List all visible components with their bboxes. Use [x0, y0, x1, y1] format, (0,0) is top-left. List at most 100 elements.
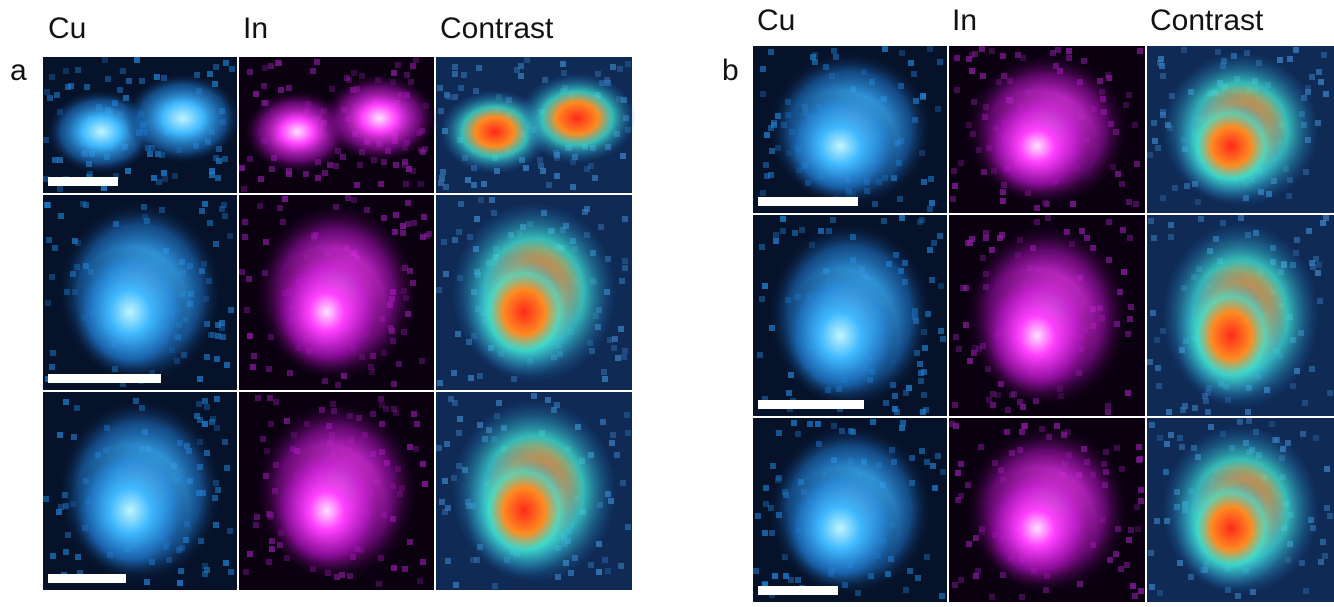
- pixel-noise: [242, 219, 248, 225]
- pixel-noise: [762, 283, 768, 289]
- pixel-noise: [918, 378, 924, 384]
- pixel-noise: [455, 331, 461, 337]
- pixel-noise: [760, 66, 766, 72]
- pixel-noise: [410, 63, 416, 69]
- pixel-noise: [329, 86, 335, 92]
- pixel-noise: [244, 307, 250, 313]
- pixel-noise: [239, 165, 245, 171]
- pixel-noise: [71, 434, 77, 440]
- pixel-noise: [882, 46, 888, 52]
- pixel-noise: [986, 397, 992, 403]
- pixel-noise: [1192, 405, 1198, 411]
- pixel-noise: [120, 68, 126, 74]
- pixel-noise: [216, 158, 222, 164]
- pixel-noise: [213, 241, 219, 247]
- pixel-noise: [1055, 47, 1061, 53]
- pixel-noise: [1034, 205, 1040, 211]
- scale-bar: [758, 586, 838, 595]
- signal-blob: [978, 467, 1096, 590]
- pixel-noise: [955, 470, 961, 476]
- pixel-noise: [908, 60, 914, 66]
- pixel-noise: [980, 73, 986, 79]
- pixel-noise: [927, 247, 933, 253]
- pixel-noise: [622, 258, 628, 264]
- pixel-noise: [43, 496, 49, 502]
- pixel-noise: [1316, 69, 1322, 75]
- pixel-noise: [953, 423, 959, 429]
- pixel-noise: [1134, 161, 1140, 167]
- pixel-noise: [391, 406, 397, 412]
- pixel-noise: [438, 180, 444, 186]
- pixel-noise: [1286, 193, 1292, 199]
- pixel-noise: [1269, 421, 1275, 427]
- pixel-noise: [952, 183, 958, 189]
- pixel-noise: [1158, 56, 1164, 62]
- pixel-noise: [268, 63, 274, 69]
- pixel-noise: [780, 216, 786, 222]
- pixel-noise: [770, 463, 776, 469]
- pixel-noise: [1327, 513, 1333, 519]
- column-header: Cu: [48, 12, 86, 45]
- pixel-noise: [1237, 419, 1243, 425]
- pixel-noise: [978, 444, 984, 450]
- pixel-noise: [492, 583, 498, 589]
- pixel-noise: [77, 570, 83, 576]
- pixel-noise: [584, 206, 590, 212]
- pixel-noise: [442, 478, 448, 484]
- pixel-noise: [117, 87, 123, 93]
- pixel-noise: [1157, 590, 1163, 596]
- pixel-noise: [1322, 553, 1328, 559]
- pixel-noise: [1034, 219, 1040, 225]
- pixel-noise: [151, 175, 157, 181]
- pixel-noise: [611, 345, 617, 351]
- pixel-noise: [596, 569, 602, 575]
- pixel-noise: [1163, 469, 1169, 475]
- pixel-noise: [458, 201, 464, 207]
- pixel-noise: [161, 170, 167, 176]
- pixel-noise: [952, 402, 958, 408]
- pixel-noise: [762, 530, 768, 536]
- pixel-noise: [43, 137, 49, 143]
- pixel-noise: [120, 381, 126, 387]
- scale-bar: [758, 197, 858, 206]
- pixel-noise: [260, 436, 266, 442]
- signal-blob: [124, 73, 241, 164]
- pixel-noise: [1309, 74, 1315, 80]
- pixel-noise: [622, 216, 628, 222]
- pixel-noise: [1137, 456, 1143, 462]
- pixel-noise: [278, 87, 284, 93]
- pixel-noise: [935, 453, 941, 459]
- pixel-noise: [799, 227, 805, 233]
- pixel-noise: [391, 565, 397, 571]
- pixel-noise: [57, 432, 63, 438]
- pixel-noise: [1154, 337, 1160, 343]
- pixel-noise: [967, 358, 973, 364]
- pixel-noise: [213, 522, 219, 528]
- pixel-noise: [1195, 199, 1201, 205]
- pixel-noise: [759, 244, 765, 250]
- pixel-noise: [452, 94, 458, 100]
- pixel-noise: [102, 57, 108, 63]
- pixel-noise: [1172, 185, 1178, 191]
- pixel-noise: [489, 197, 495, 203]
- pixel-noise: [393, 162, 399, 168]
- pixel-noise: [1318, 79, 1324, 85]
- pixel-noise: [921, 392, 927, 398]
- pixel-noise: [920, 409, 926, 415]
- pixel-noise: [228, 569, 234, 575]
- pixel-noise: [1303, 588, 1309, 594]
- pixel-noise: [258, 176, 264, 182]
- pixel-noise: [919, 448, 925, 454]
- pixel-noise: [810, 54, 816, 60]
- pixel-noise: [954, 87, 960, 93]
- pixel-noise: [937, 233, 943, 239]
- pixel-noise: [903, 390, 909, 396]
- signal-blob: [978, 91, 1096, 202]
- pixel-noise: [178, 568, 184, 574]
- pixel-noise: [376, 581, 382, 587]
- pixel-noise: [1138, 498, 1144, 504]
- pixel-noise: [405, 221, 411, 227]
- pixel-noise: [422, 146, 428, 152]
- pixel-noise: [983, 230, 989, 236]
- pixel-noise: [531, 393, 537, 399]
